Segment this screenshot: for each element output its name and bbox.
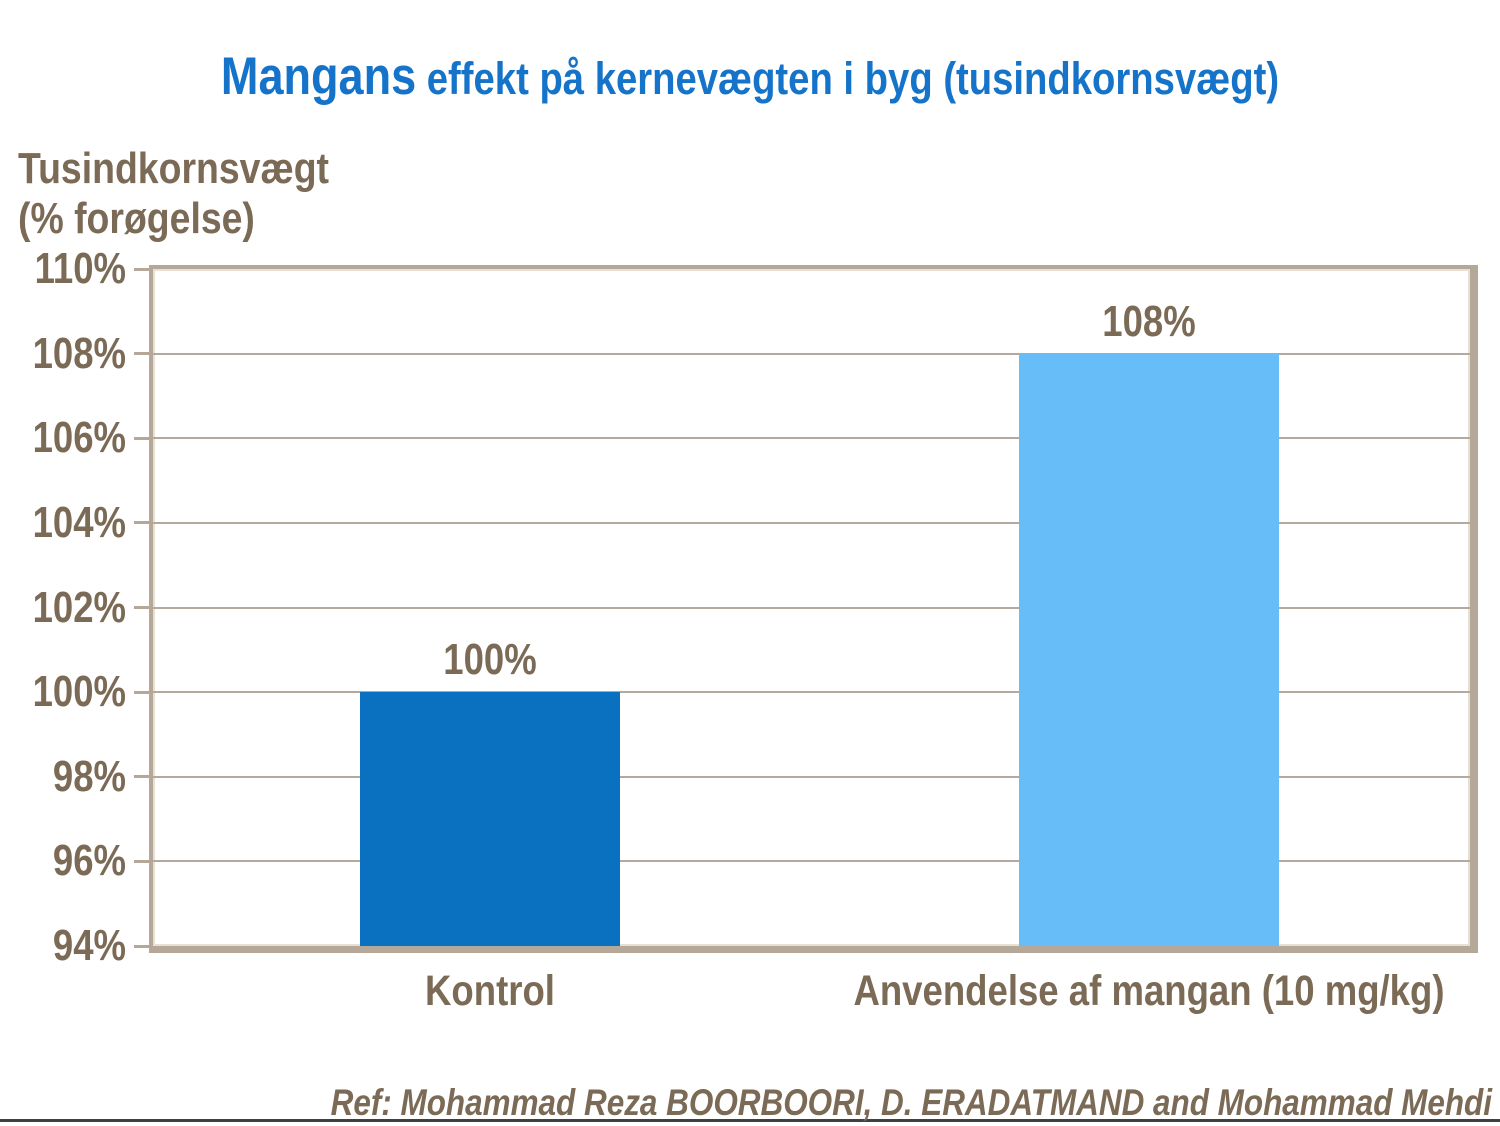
- y-tick-label: 94%: [52, 921, 127, 970]
- reference-text: Ref: Mohammad Reza BOORBOORI, D. ERADATM…: [330, 1082, 1492, 1123]
- y-tick-label: 110%: [34, 244, 126, 293]
- y-tick-label: 98%: [52, 751, 127, 801]
- y-tick-label: 104%: [32, 497, 126, 547]
- y-axis-title: Tusindkornsvægt (% forøgelse): [18, 144, 329, 244]
- bar-mangan: [1018, 353, 1279, 946]
- gridline: [153, 691, 1470, 694]
- y-axis-tick: [134, 352, 149, 356]
- bar-kontrol: [360, 692, 621, 946]
- y-axis-title-line2: (% forøgelse): [18, 194, 255, 243]
- category-label: Kontrol: [425, 967, 556, 1015]
- chart-title: Mangans effekt på kernevægten i byg (tus…: [113, 46, 1388, 121]
- gridline: [153, 521, 1470, 524]
- gridline: [153, 860, 1470, 863]
- y-axis-tick: [134, 859, 149, 863]
- y-axis-tick: [134, 267, 149, 271]
- chart-title-rest: effekt på kernevægten i byg (tusindkorns…: [416, 53, 1280, 104]
- y-axis-tick: [134, 436, 149, 440]
- category-label: Anvendelse af mangan (10 mg/kg): [853, 967, 1445, 1015]
- y-tick-label: 96%: [52, 836, 127, 886]
- bar-value-label: 100%: [443, 635, 537, 685]
- y-tick-label: 102%: [32, 582, 126, 632]
- y-axis-tick: [134, 690, 149, 694]
- y-axis-title-line1: Tusindkornsvægt: [18, 144, 330, 193]
- y-axis-tick: [134, 521, 149, 525]
- y-tick-label: 100%: [32, 667, 126, 717]
- bar-value-label: 108%: [1102, 296, 1196, 346]
- gridline: [153, 352, 1470, 355]
- bottom-rule: [0, 1119, 1500, 1122]
- y-axis-tick: [134, 944, 149, 948]
- y-axis-tick: [134, 775, 149, 779]
- y-axis-tick: [134, 606, 149, 609]
- gridline: [153, 606, 1470, 609]
- gridline: [153, 437, 1470, 440]
- y-tick-label: 108%: [32, 328, 126, 378]
- y-tick-label: 106%: [32, 413, 126, 463]
- gridline: [153, 775, 1470, 778]
- chart-title-prefix: Mangans: [220, 47, 417, 106]
